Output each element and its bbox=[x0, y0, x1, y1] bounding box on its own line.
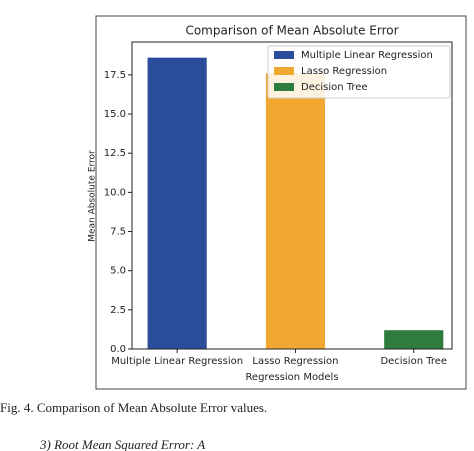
caption: Fig. 4. Comparison of Mean Absolute Erro… bbox=[0, 400, 267, 415]
y-tick-label: 2.5 bbox=[110, 305, 126, 316]
y-tick-label: 10.0 bbox=[104, 187, 126, 198]
legend-label: Lasso Regression bbox=[301, 66, 387, 77]
x-tick-label: Multiple Linear Regression bbox=[111, 356, 243, 367]
bar bbox=[384, 330, 444, 349]
y-tick-label: 17.5 bbox=[104, 70, 126, 81]
y-tick-label: 15.0 bbox=[104, 109, 126, 120]
legend-swatch bbox=[274, 67, 294, 75]
legend-label: Decision Tree bbox=[301, 82, 368, 93]
bar bbox=[147, 57, 207, 349]
y-tick-label: 5.0 bbox=[110, 266, 126, 277]
bar bbox=[265, 73, 326, 349]
legend-swatch bbox=[274, 51, 294, 59]
chart-title: Comparison of Mean Absolute Error bbox=[185, 24, 398, 38]
legend-box bbox=[267, 45, 451, 99]
legend-label: Multiple Linear Regression bbox=[301, 50, 433, 61]
x-tick-label: Decision Tree bbox=[380, 356, 447, 367]
figure-frame bbox=[95, 15, 467, 390]
y-axis-label: Mean Absolute Error bbox=[88, 150, 98, 242]
y-tick-label: 0.0 bbox=[110, 344, 126, 355]
next-heading: 3) Root Mean Squared Error: A bbox=[39, 437, 205, 451]
x-axis-label: Regression Models bbox=[245, 372, 338, 383]
plot-frame bbox=[131, 41, 453, 350]
legend-swatch bbox=[274, 83, 294, 91]
y-tick-label: 7.5 bbox=[110, 227, 126, 238]
y-tick-label: 12.5 bbox=[104, 148, 126, 159]
x-tick-label: Lasso Regression bbox=[252, 356, 338, 367]
